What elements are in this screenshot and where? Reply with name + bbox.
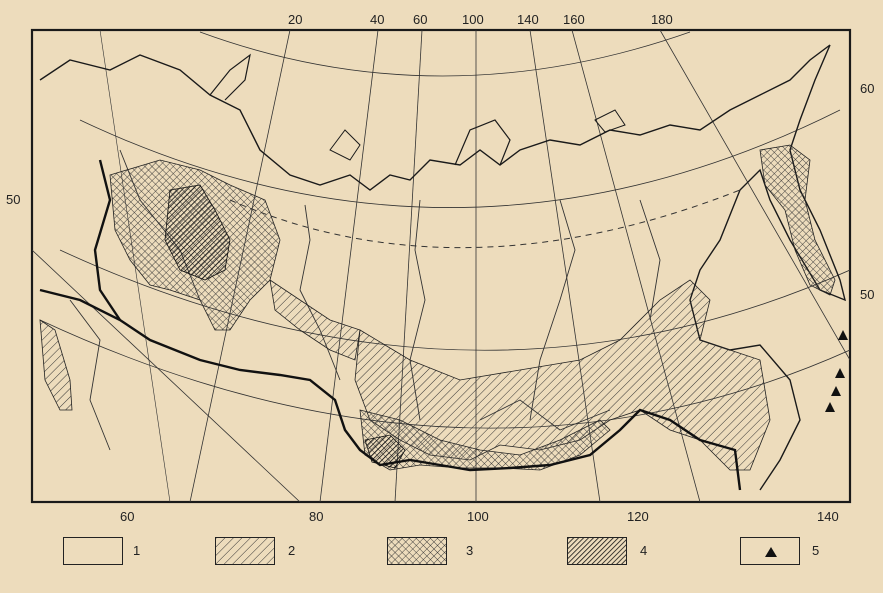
legend-label-4: 4: [640, 543, 647, 558]
lon-label-top-160: 160: [563, 13, 585, 26]
legend-swatch-4: [567, 537, 627, 565]
lat-label-right-50: 50: [860, 288, 874, 301]
lon-label-bottom-140: 140: [817, 510, 839, 523]
legend-label-3: 3: [466, 543, 473, 558]
legend-swatch-2: [215, 537, 275, 565]
lon-label-top-140: 140: [517, 13, 539, 26]
lon-label-top-180: 180: [651, 13, 673, 26]
legend-swatch-5: [740, 537, 800, 565]
legend-swatch-3: [387, 537, 447, 565]
legend-label-2: 2: [288, 543, 295, 558]
lon-label-top-20: 20: [288, 13, 302, 26]
lon-label-bottom-120: 120: [627, 510, 649, 523]
lat-label-right-60: 60: [860, 82, 874, 95]
legend-label-5: 5: [812, 543, 819, 558]
lon-label-bottom-100: 100: [467, 510, 489, 523]
legend-label-1: 1: [133, 543, 140, 558]
lon-label-bottom-60: 60: [120, 510, 134, 523]
lon-label-top-100: 100: [462, 13, 484, 26]
legend-swatch-1: [63, 537, 123, 565]
lon-label-top-60: 60: [413, 13, 427, 26]
triangle-icon: [741, 538, 801, 566]
lat-label-left-50: 50: [6, 193, 20, 206]
lon-label-top-40: 40: [370, 13, 384, 26]
lon-label-bottom-80: 80: [309, 510, 323, 523]
